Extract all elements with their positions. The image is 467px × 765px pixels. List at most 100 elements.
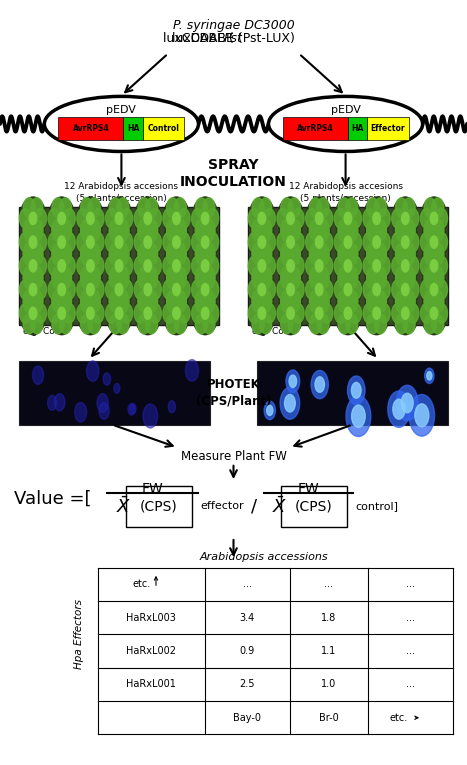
Circle shape bbox=[144, 213, 151, 225]
Circle shape bbox=[206, 280, 219, 300]
Circle shape bbox=[421, 197, 447, 240]
Circle shape bbox=[374, 243, 386, 262]
Circle shape bbox=[421, 221, 447, 264]
Circle shape bbox=[55, 394, 65, 411]
Circle shape bbox=[346, 314, 358, 334]
Circle shape bbox=[374, 293, 386, 313]
Circle shape bbox=[203, 219, 215, 239]
Circle shape bbox=[424, 222, 436, 242]
Circle shape bbox=[145, 269, 157, 289]
Circle shape bbox=[120, 280, 133, 300]
Circle shape bbox=[178, 256, 190, 276]
Circle shape bbox=[109, 266, 121, 286]
Circle shape bbox=[420, 209, 432, 229]
Circle shape bbox=[288, 269, 300, 289]
Ellipse shape bbox=[269, 96, 423, 151]
Circle shape bbox=[63, 304, 75, 324]
Circle shape bbox=[306, 256, 318, 276]
Circle shape bbox=[206, 209, 219, 229]
Circle shape bbox=[349, 233, 361, 252]
Circle shape bbox=[420, 304, 432, 324]
Circle shape bbox=[31, 246, 43, 265]
Circle shape bbox=[415, 404, 429, 427]
Circle shape bbox=[201, 213, 209, 225]
Text: 1.0: 1.0 bbox=[321, 679, 336, 689]
Circle shape bbox=[321, 233, 333, 252]
Circle shape bbox=[35, 256, 47, 276]
Circle shape bbox=[321, 304, 333, 324]
Circle shape bbox=[203, 222, 215, 242]
Circle shape bbox=[277, 245, 304, 288]
Circle shape bbox=[78, 292, 104, 335]
Circle shape bbox=[374, 269, 386, 289]
Circle shape bbox=[392, 304, 404, 324]
Circle shape bbox=[81, 219, 93, 239]
Circle shape bbox=[252, 243, 264, 262]
Circle shape bbox=[106, 221, 132, 264]
Circle shape bbox=[334, 233, 347, 252]
Circle shape bbox=[430, 308, 438, 320]
Circle shape bbox=[288, 198, 300, 218]
Text: Measure Plant FW: Measure Plant FW bbox=[181, 450, 286, 463]
Circle shape bbox=[435, 209, 447, 229]
Circle shape bbox=[432, 246, 444, 265]
Text: HaRxL001: HaRxL001 bbox=[127, 679, 176, 689]
Circle shape bbox=[115, 284, 123, 296]
Circle shape bbox=[317, 290, 329, 310]
Circle shape bbox=[430, 236, 438, 249]
Circle shape bbox=[288, 266, 300, 286]
Circle shape bbox=[109, 269, 121, 289]
Circle shape bbox=[367, 269, 379, 289]
Circle shape bbox=[81, 266, 93, 286]
Text: Effector: Effector bbox=[370, 124, 405, 133]
Text: e.g. Col-0: e.g. Col-0 bbox=[252, 327, 296, 336]
Circle shape bbox=[317, 269, 329, 289]
Circle shape bbox=[363, 269, 389, 311]
Circle shape bbox=[109, 222, 121, 242]
Circle shape bbox=[59, 293, 71, 313]
Circle shape bbox=[59, 269, 71, 289]
Circle shape bbox=[192, 245, 218, 288]
Circle shape bbox=[163, 280, 175, 300]
Text: (5 plants/accession): (5 plants/accession) bbox=[300, 194, 391, 203]
Circle shape bbox=[306, 245, 333, 288]
Text: luxCDABE (: luxCDABE ( bbox=[163, 32, 234, 45]
Circle shape bbox=[120, 209, 133, 229]
Circle shape bbox=[35, 304, 47, 324]
Circle shape bbox=[178, 304, 190, 324]
Circle shape bbox=[138, 293, 150, 313]
Circle shape bbox=[392, 280, 404, 300]
Circle shape bbox=[248, 256, 261, 276]
Circle shape bbox=[403, 219, 415, 239]
Circle shape bbox=[115, 308, 123, 320]
Circle shape bbox=[78, 221, 104, 264]
Circle shape bbox=[338, 290, 350, 310]
Circle shape bbox=[52, 266, 64, 286]
Circle shape bbox=[367, 222, 379, 242]
Circle shape bbox=[49, 197, 75, 240]
Circle shape bbox=[317, 293, 329, 313]
Circle shape bbox=[48, 233, 60, 252]
Circle shape bbox=[143, 404, 158, 428]
Circle shape bbox=[407, 304, 419, 324]
Circle shape bbox=[352, 405, 365, 428]
Circle shape bbox=[374, 290, 386, 310]
Circle shape bbox=[81, 243, 93, 262]
Circle shape bbox=[59, 246, 71, 265]
Circle shape bbox=[203, 314, 215, 334]
Circle shape bbox=[149, 209, 161, 229]
Circle shape bbox=[349, 280, 361, 300]
Circle shape bbox=[138, 219, 150, 239]
Circle shape bbox=[374, 219, 386, 239]
FancyBboxPatch shape bbox=[257, 361, 448, 425]
Circle shape bbox=[346, 246, 358, 265]
Text: (CPS): (CPS) bbox=[140, 500, 177, 513]
Circle shape bbox=[145, 219, 157, 239]
Circle shape bbox=[81, 293, 93, 313]
Text: etc.: etc. bbox=[389, 713, 408, 723]
Circle shape bbox=[117, 314, 129, 334]
Circle shape bbox=[281, 266, 293, 286]
Circle shape bbox=[425, 368, 434, 383]
Circle shape bbox=[144, 236, 151, 249]
Circle shape bbox=[258, 308, 266, 320]
